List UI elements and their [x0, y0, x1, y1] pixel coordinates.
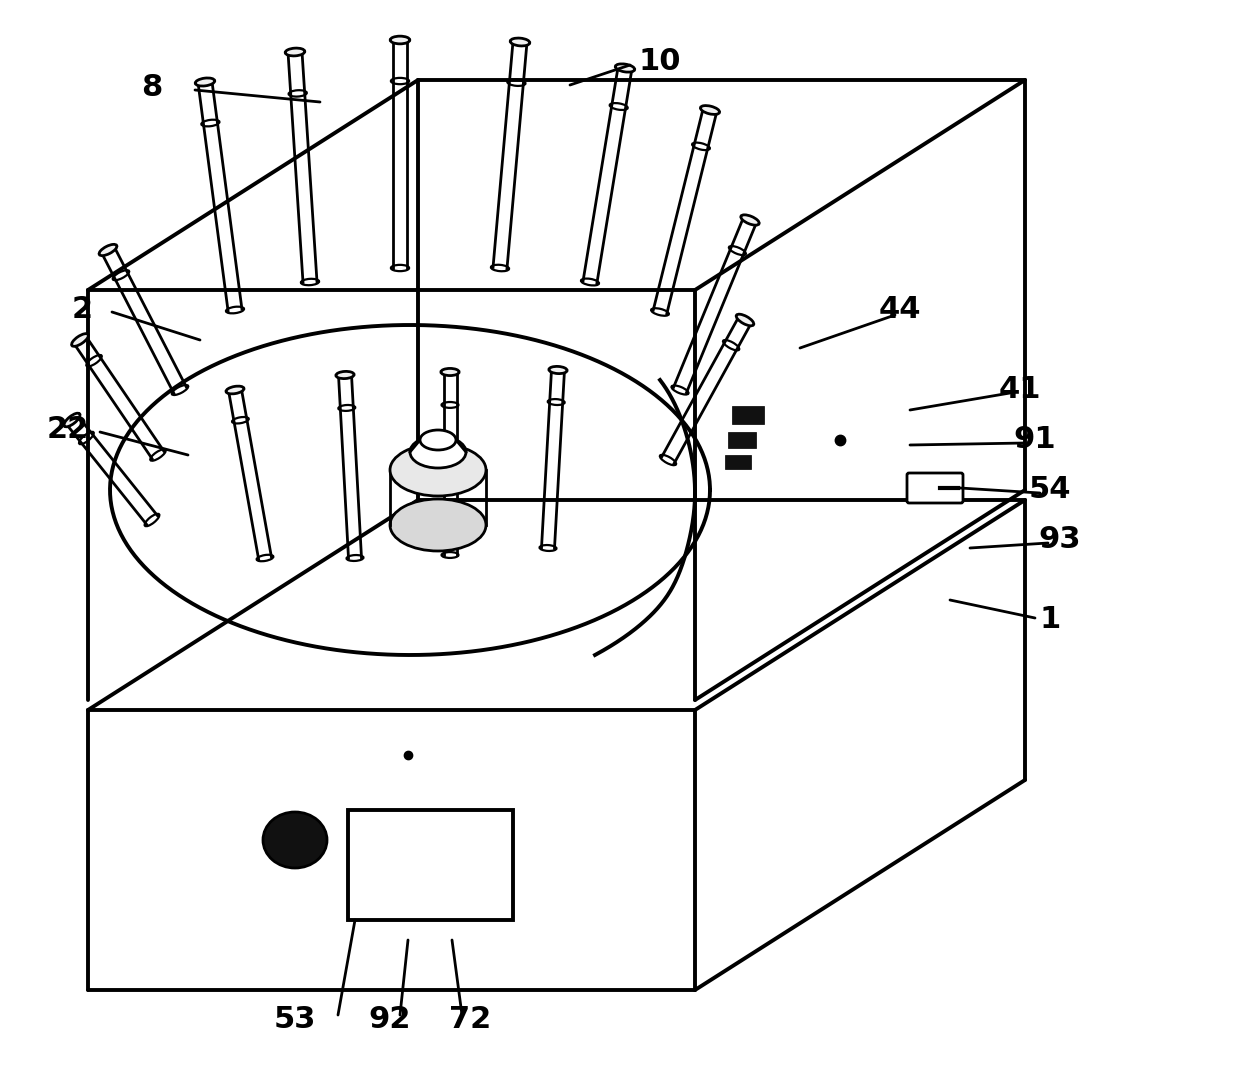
Ellipse shape: [420, 430, 456, 450]
Ellipse shape: [737, 314, 754, 325]
Ellipse shape: [226, 386, 244, 394]
Ellipse shape: [615, 64, 635, 72]
Text: 91: 91: [1013, 425, 1056, 455]
Ellipse shape: [510, 38, 529, 46]
Ellipse shape: [740, 214, 759, 225]
Text: 22: 22: [47, 416, 89, 445]
Bar: [728, 432, 756, 448]
Ellipse shape: [64, 413, 81, 426]
Ellipse shape: [391, 444, 486, 496]
Ellipse shape: [263, 812, 327, 868]
Text: 10: 10: [639, 48, 681, 76]
Ellipse shape: [410, 436, 466, 468]
Text: 54: 54: [1029, 475, 1071, 505]
Text: 92: 92: [368, 1005, 412, 1035]
Ellipse shape: [549, 367, 567, 373]
Ellipse shape: [441, 369, 459, 375]
Ellipse shape: [391, 36, 409, 44]
Ellipse shape: [285, 48, 305, 55]
Ellipse shape: [336, 371, 355, 379]
Ellipse shape: [391, 499, 486, 551]
Ellipse shape: [99, 245, 117, 256]
Ellipse shape: [72, 334, 88, 346]
Bar: [348, 809, 513, 920]
Text: 72: 72: [449, 1005, 491, 1035]
Text: 93: 93: [1039, 526, 1081, 555]
Text: 1: 1: [1039, 606, 1060, 634]
Bar: [725, 455, 751, 469]
Text: 2: 2: [72, 296, 93, 324]
Text: 44: 44: [879, 296, 921, 324]
Text: 8: 8: [141, 74, 162, 102]
FancyBboxPatch shape: [906, 473, 963, 503]
Ellipse shape: [701, 106, 719, 114]
Bar: [732, 406, 764, 424]
Text: 41: 41: [998, 375, 1042, 405]
Text: 53: 53: [274, 1005, 316, 1035]
Ellipse shape: [195, 78, 215, 86]
